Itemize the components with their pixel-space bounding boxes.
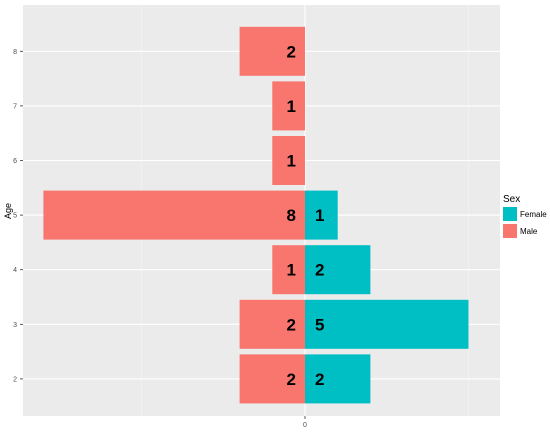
legend-key-male [503,224,517,238]
bar-female-age-5 [305,190,338,240]
y-tick-label-8: 8 [13,49,17,56]
data-label-male-age-8: 2 [287,42,296,61]
data-label-female-age-2: 2 [315,370,324,389]
y-tick-label-7: 7 [13,103,17,110]
legend-label-male: Male [520,227,538,236]
legend-label-female: Female [520,210,547,219]
x-tick-label-0: 0 [303,422,307,429]
axis-layer: 2 3 4 5 6 7 8 0 [13,49,307,429]
data-label-male-age-5: 8 [287,206,296,225]
data-label-male-age-3: 2 [287,315,296,334]
y-axis-title: Age [3,203,13,219]
data-label-female-age-4: 2 [315,261,324,280]
y-tick-label-3: 3 [13,322,17,329]
data-label-female-age-3: 5 [315,315,324,334]
bar-male-age-3 [239,299,305,349]
bar-male-age-2 [239,354,305,404]
data-label-male-age-2: 2 [287,370,296,389]
bar-female-age-4 [305,245,371,295]
legend-title: Sex [503,194,520,205]
y-tick-label-6: 6 [13,158,17,165]
y-tick-label-4: 4 [13,267,17,274]
data-label-male-age-6: 1 [287,152,296,171]
bar-male-age-5 [43,190,306,240]
legend: Sex Female Male [503,194,547,238]
bar-male-age-7 [272,81,305,131]
legend-key-female [503,207,517,221]
y-tick-label-5: 5 [13,213,17,220]
bar-female-age-2 [305,354,371,404]
y-tick-label-2: 2 [13,376,17,383]
data-label-female-age-5: 1 [315,206,324,225]
data-label-male-age-7: 1 [287,97,296,116]
bar-female-age-3 [305,299,469,349]
bar-male-age-8 [239,26,305,76]
bar-male-age-6 [272,136,305,185]
bar-layer [43,26,469,404]
bar-male-age-4 [272,245,305,295]
data-label-male-age-4: 1 [287,261,296,280]
